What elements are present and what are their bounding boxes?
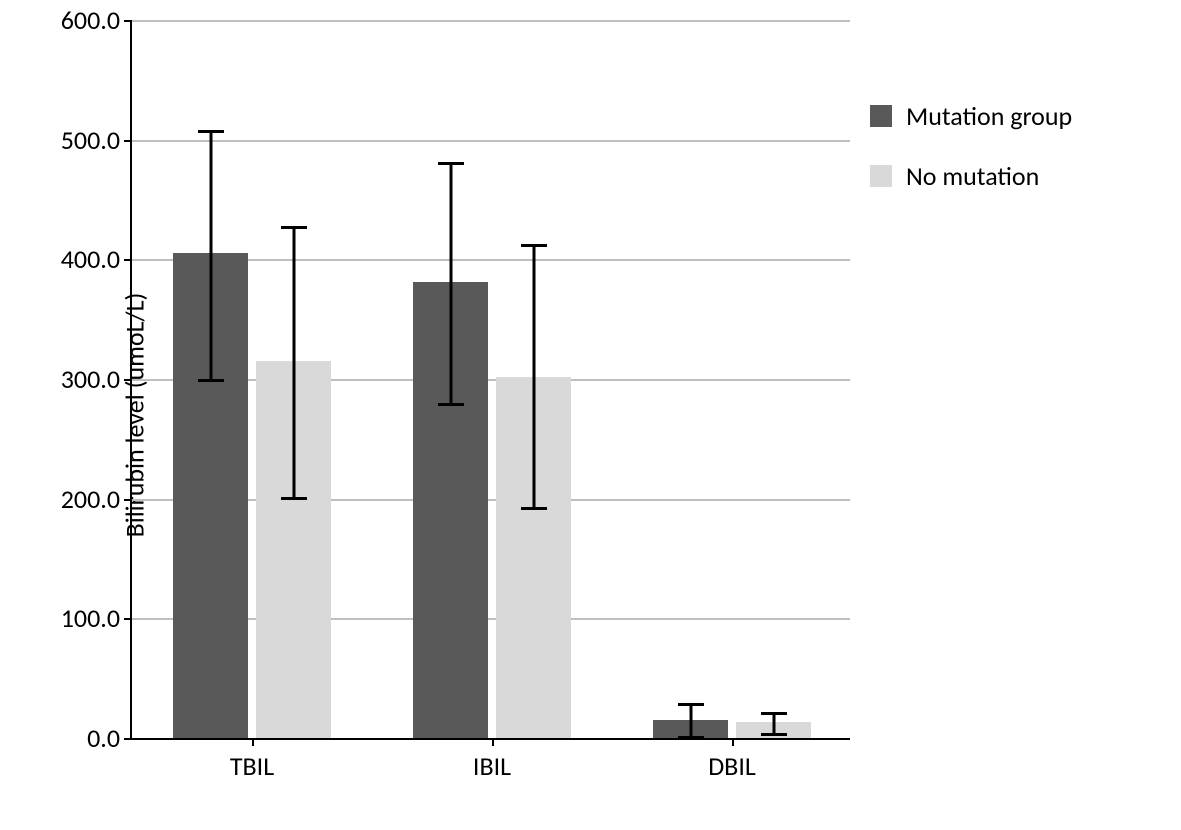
legend-label: Mutation group	[906, 100, 1072, 132]
error-bar-cap	[281, 497, 307, 500]
legend-label: No mutation	[906, 160, 1039, 192]
error-bar-cap	[678, 736, 704, 739]
error-bar-stem	[689, 703, 692, 735]
error-bar-stem	[532, 244, 535, 507]
error-bar-stem	[772, 712, 775, 734]
y-tick-label: 400.0	[61, 243, 132, 275]
legend-swatch	[870, 165, 892, 187]
error-bar-cap	[198, 130, 224, 133]
legend-item: Mutation group	[870, 100, 1072, 132]
error-bar-cap	[438, 403, 464, 406]
y-tick-label: 300.0	[61, 363, 132, 395]
legend-swatch	[870, 105, 892, 127]
error-bar-cap	[438, 162, 464, 165]
gridline	[132, 140, 850, 142]
error-bar-cap	[761, 733, 787, 736]
y-tick-label: 500.0	[61, 124, 132, 156]
plot-area: 0.0100.0200.0300.0400.0500.0600.0TBILIBI…	[130, 20, 850, 740]
error-bar-stem	[209, 130, 212, 379]
error-bar-stem	[449, 162, 452, 403]
error-bar-cap	[678, 703, 704, 706]
x-tick-label: DBIL	[708, 738, 756, 782]
error-bar-cap	[761, 712, 787, 715]
error-bar-cap	[521, 244, 547, 247]
gridline	[132, 20, 850, 22]
y-tick-label: 200.0	[61, 483, 132, 515]
x-tick-label: TBIL	[230, 738, 274, 782]
y-tick-label: 600.0	[61, 4, 132, 36]
x-tick-label: IBIL	[473, 738, 511, 782]
bilirubin-bar-chart: Bilirubin level (umoL/L) 0.0100.0200.030…	[0, 0, 1181, 830]
y-tick-label: 100.0	[61, 602, 132, 634]
error-bar-cap	[521, 507, 547, 510]
y-tick-label: 0.0	[87, 722, 132, 754]
error-bar-stem	[292, 226, 295, 498]
error-bar-cap	[281, 226, 307, 229]
error-bar-cap	[198, 379, 224, 382]
legend: Mutation group No mutation	[870, 100, 1072, 220]
legend-item: No mutation	[870, 160, 1072, 192]
